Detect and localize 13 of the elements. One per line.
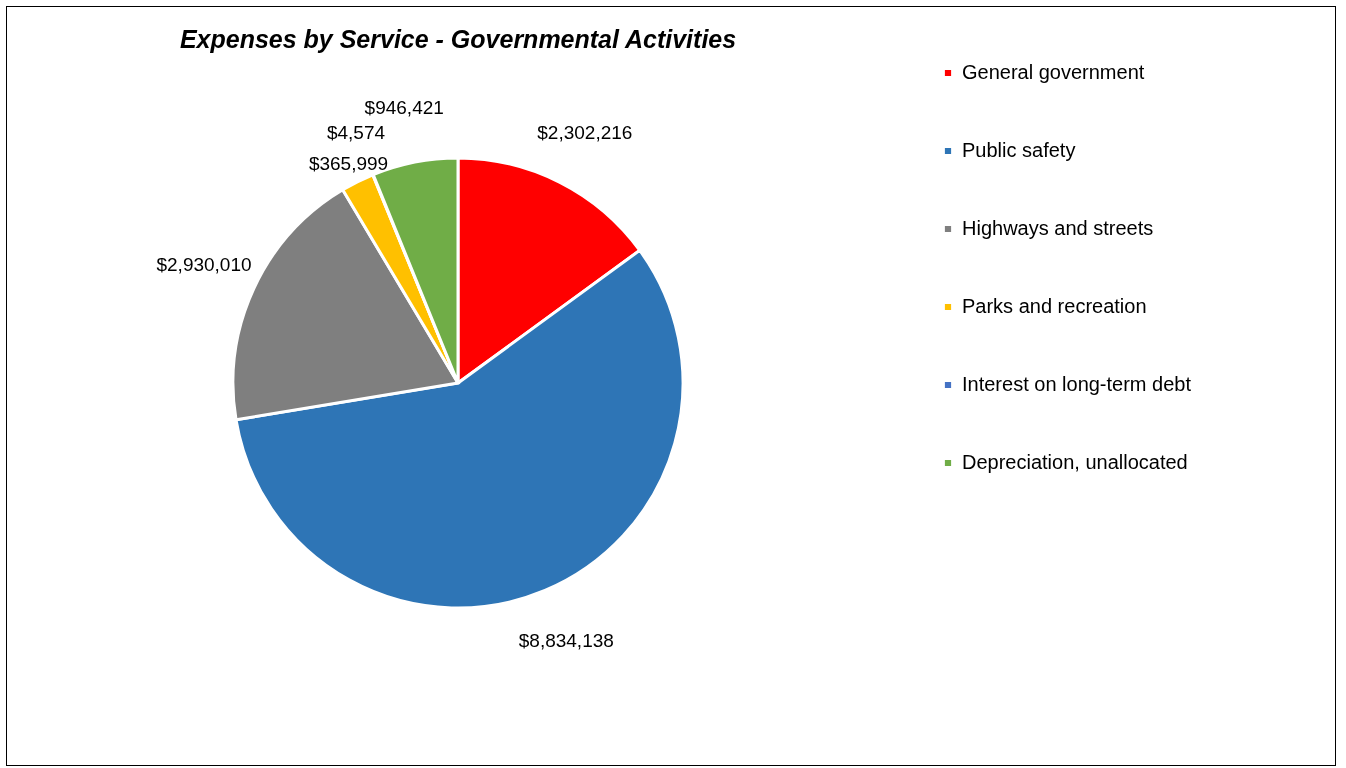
chart-title: Expenses by Service - Governmental Activities <box>179 25 737 53</box>
legend-label: General government <box>962 61 1145 83</box>
legend-label: Interest on long-term debt <box>962 373 1192 395</box>
legend-label: Public safety <box>962 139 1076 161</box>
legend-label: Parks and recreation <box>962 295 1147 317</box>
data-label: $365,999 <box>308 152 389 174</box>
data-label: $4,574 <box>326 122 386 144</box>
data-label: $8,834,138 <box>518 630 614 652</box>
legend-label: Depreciation, unallocated <box>962 451 1188 473</box>
data-label: $2,302,216 <box>537 122 633 144</box>
data-label: $946,421 <box>364 97 444 119</box>
data-label: $2,930,010 <box>156 254 252 276</box>
legend-label: Highways and streets <box>962 217 1154 239</box>
